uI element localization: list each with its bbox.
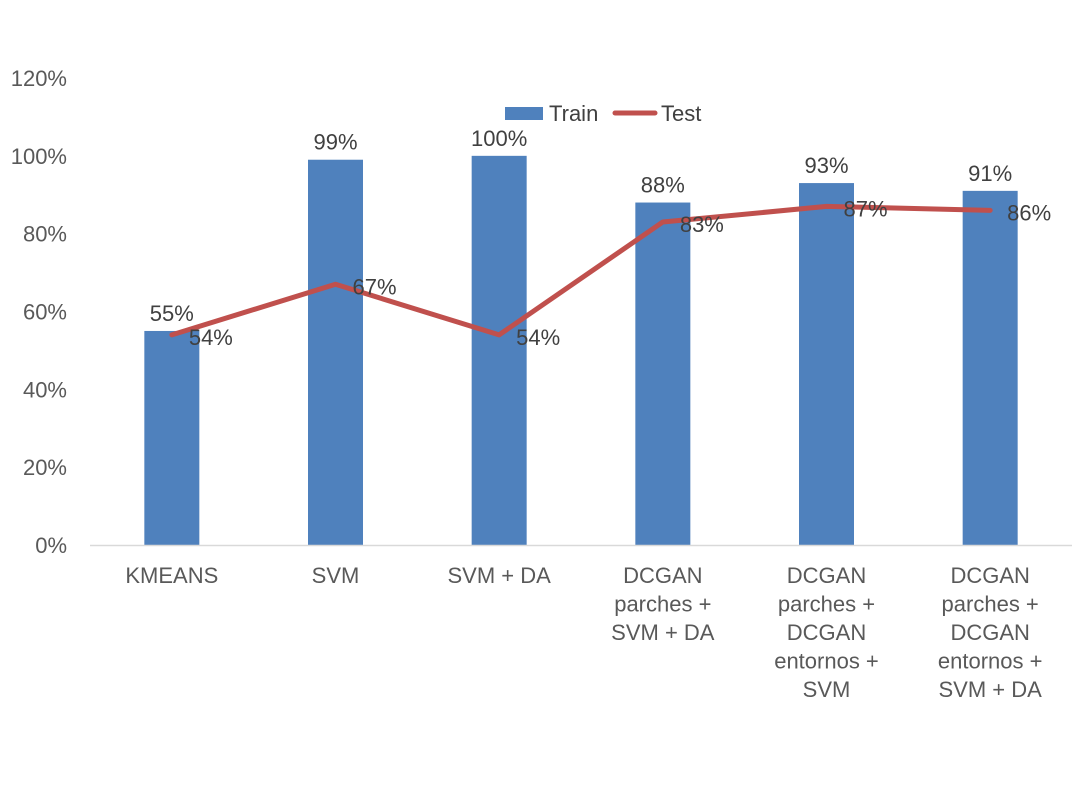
- train-data-label: 100%: [471, 126, 527, 151]
- train-data-label: 55%: [150, 301, 194, 326]
- y-axis: 0% 20% 40% 60% 80% 100% 120%: [11, 66, 67, 558]
- y-tick-label: 60%: [23, 300, 67, 325]
- test-data-label: 67%: [353, 274, 397, 299]
- test-series-line: [169, 203, 993, 338]
- y-tick-label: 100%: [11, 144, 67, 169]
- train-bars: [144, 155, 1018, 546]
- train-bar: [635, 202, 691, 546]
- train-bar: [471, 155, 527, 546]
- test-data-label: 86%: [1007, 200, 1051, 225]
- x-tick-label-line: SVM: [803, 677, 851, 702]
- train-data-label: 88%: [641, 173, 685, 198]
- train-bar: [799, 183, 854, 545]
- y-tick-label: 120%: [11, 66, 67, 91]
- x-tick-label-line: SVM + DA: [939, 677, 1043, 702]
- train-data-label: 91%: [968, 161, 1012, 186]
- x-tick-label-line: KMEANS: [125, 563, 218, 588]
- y-tick-label: 20%: [23, 455, 67, 480]
- x-tick-label: SVM: [312, 563, 360, 588]
- legend-train-swatch: [505, 107, 543, 120]
- train-bar: [144, 330, 200, 545]
- x-tick-label: DCGAN parches + DCGAN entornos + SVM + DA: [938, 563, 1043, 702]
- legend-test-label: Test: [661, 101, 701, 126]
- legend-train-label: Train: [549, 101, 598, 126]
- x-tick-label-line: SVM + DA: [448, 563, 552, 588]
- x-tick-label: SVM + DA: [448, 563, 552, 588]
- x-tick-label-line: parches +: [778, 592, 875, 617]
- x-tick-label-line: DCGAN: [950, 620, 1029, 645]
- x-tick-label-line: entornos +: [774, 649, 879, 674]
- train-bar: [962, 190, 1018, 545]
- x-tick-label-line: DCGAN: [787, 563, 866, 588]
- test-line: [169, 203, 993, 338]
- x-tick-label: DCGAN parches + SVM + DA: [611, 563, 715, 645]
- x-tick-label-line: DCGAN: [950, 563, 1029, 588]
- test-data-label: 87%: [844, 196, 888, 221]
- train-data-label: 99%: [313, 130, 357, 155]
- x-tick-label-line: SVM: [312, 563, 360, 588]
- y-tick-label: 0%: [35, 533, 67, 558]
- x-tick-label-line: parches +: [942, 592, 1039, 617]
- x-axis-labels: KMEANS SVM SVM + DA DCGAN parches + SVM + DAD…: [125, 563, 1042, 702]
- x-tick-label-line: entornos +: [938, 649, 1043, 674]
- x-tick-label-line: parches +: [614, 592, 711, 617]
- x-tick-label-line: DCGAN: [787, 620, 866, 645]
- x-tick-label-line: SVM + DA: [611, 620, 715, 645]
- legend: Train Test: [505, 101, 701, 126]
- x-tick-label: DCGAN parches + DCGAN entornos + SVM: [774, 563, 879, 702]
- data-labels: 55% 99% 100% 88% 93% 91% 54% 67% 54% 83% 87% 86%: [150, 126, 1051, 350]
- y-tick-label: 80%: [23, 222, 67, 247]
- test-data-label: 54%: [189, 325, 233, 350]
- train-data-label: 93%: [804, 153, 848, 178]
- test-data-label: 83%: [680, 212, 724, 237]
- test-data-label: 54%: [516, 325, 560, 350]
- x-tick-label: KMEANS: [125, 563, 218, 588]
- train-bar: [308, 159, 363, 545]
- y-tick-label: 40%: [23, 377, 67, 402]
- x-tick-label-line: DCGAN: [623, 563, 702, 588]
